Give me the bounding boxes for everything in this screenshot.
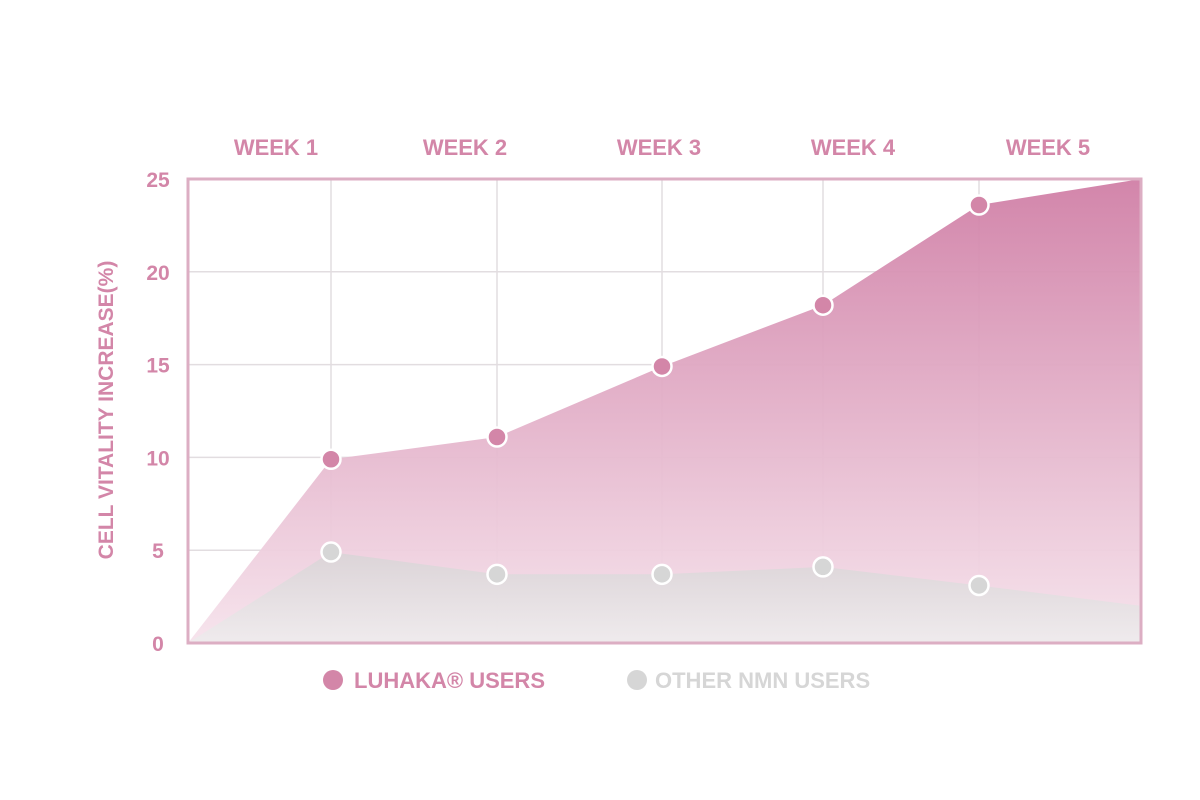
axis-labels: WEEK 1 WEEK 2 WEEK 3 WEEK 4 WEEK 5 0 5 10 15 20 25…	[95, 135, 1090, 656]
data-point-secondary-4	[812, 556, 834, 578]
x-tick-label: WEEK 4	[811, 135, 896, 160]
series-areas	[188, 179, 1141, 643]
plot-frame	[186, 177, 1143, 645]
legend-label-secondary: OTHER NMN USERS	[655, 668, 870, 693]
data-point-primary-2	[486, 426, 508, 448]
x-tick-label: WEEK 3	[617, 135, 701, 160]
y-tick-label: 15	[146, 355, 170, 378]
series-area-secondary	[188, 552, 1141, 643]
y-tick-label: 20	[146, 262, 169, 285]
x-tick-label: WEEK 1	[234, 135, 318, 160]
series-area-primary	[188, 179, 1141, 643]
data-point-primary-3	[651, 355, 673, 378]
x-tick-label: WEEK 5	[1006, 135, 1090, 160]
data-point-secondary-5	[968, 574, 990, 597]
data-point-secondary-3	[651, 563, 673, 586]
x-tick-label: WEEK 2	[423, 135, 507, 160]
y-tick-label: 25	[146, 169, 170, 192]
data-point-secondary-1	[320, 541, 342, 563]
legend-marker-primary	[323, 670, 343, 690]
y-tick-label: 10	[146, 447, 169, 470]
data-point-primary-5	[968, 194, 990, 216]
plot-border	[186, 177, 1143, 645]
y-tick-label: 5	[152, 540, 164, 563]
y-axis-title: CELL VITALITY INCREASE(%)	[95, 261, 118, 560]
legend-marker-secondary	[627, 670, 647, 690]
data-point-primary-4	[812, 294, 834, 316]
data-point-secondary-2	[486, 563, 508, 586]
legend: LUHAKA® USERS OTHER NMN USERS	[323, 668, 870, 693]
series-markers	[320, 194, 990, 597]
data-point-primary-1	[320, 448, 342, 471]
y-tick-label: 0	[152, 633, 164, 656]
legend-label-primary: LUHAKA® USERS	[354, 668, 545, 693]
